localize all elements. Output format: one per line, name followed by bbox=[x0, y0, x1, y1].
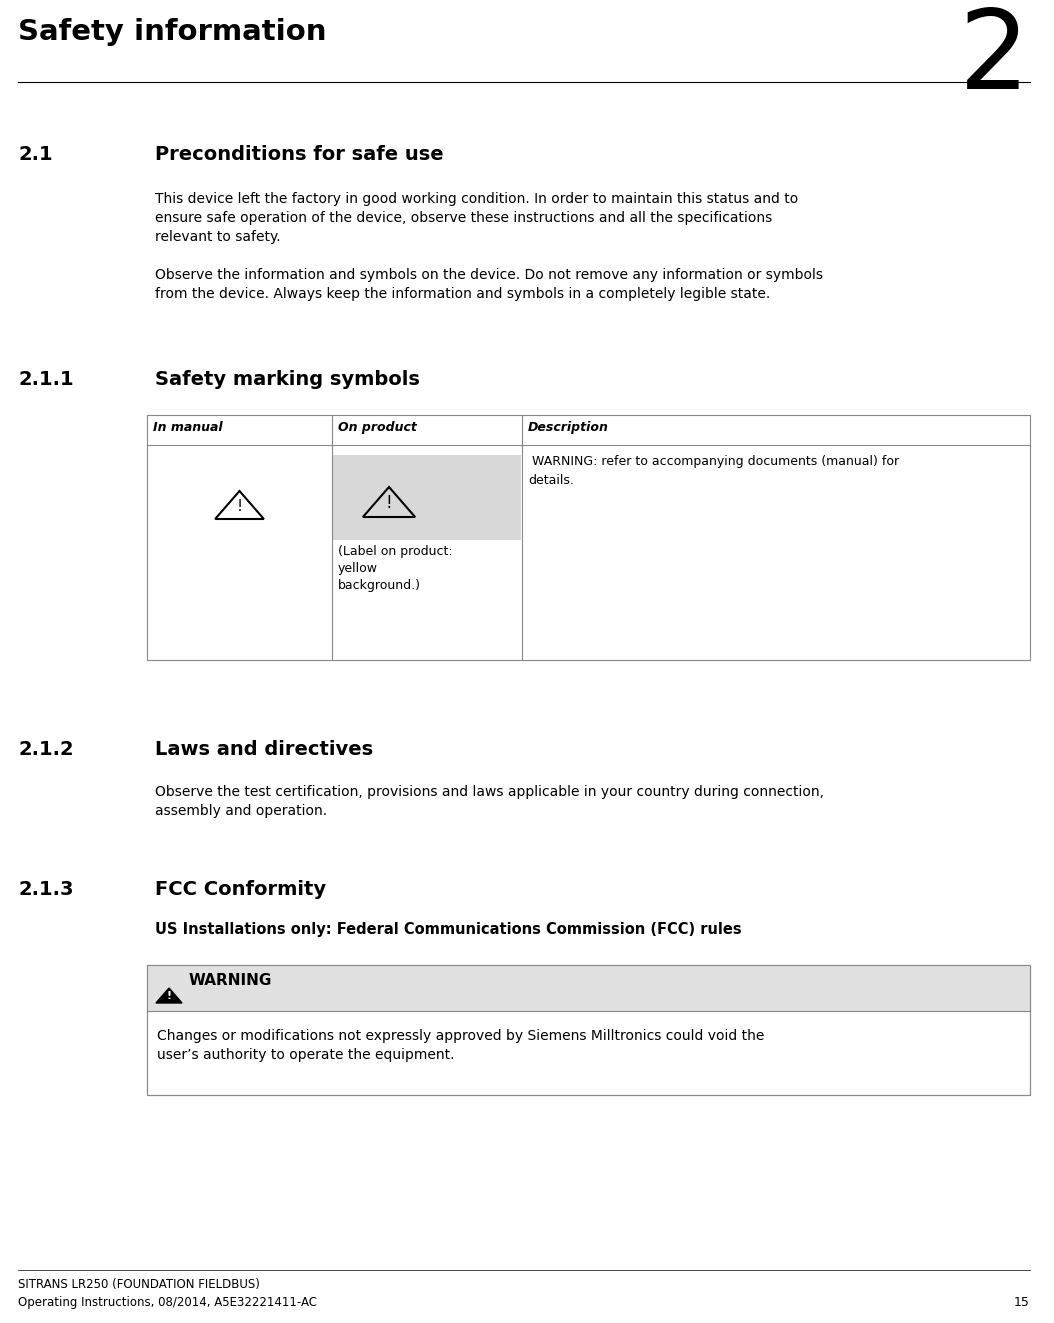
Text: user’s authority to operate the equipment.: user’s authority to operate the equipmen… bbox=[157, 1048, 454, 1062]
Text: 2.1.1: 2.1.1 bbox=[18, 370, 74, 389]
Text: Safety marking symbols: Safety marking symbols bbox=[155, 370, 419, 389]
Text: Preconditions for safe use: Preconditions for safe use bbox=[155, 146, 444, 164]
Text: Observe the information and symbols on the device. Do not remove any information: Observe the information and symbols on t… bbox=[155, 269, 823, 282]
Polygon shape bbox=[156, 988, 182, 1003]
Text: Safety information: Safety information bbox=[18, 19, 327, 46]
Text: relevant to safety.: relevant to safety. bbox=[155, 230, 280, 243]
Text: In manual: In manual bbox=[153, 421, 222, 434]
Bar bbox=[147, 415, 1030, 660]
Text: !: ! bbox=[236, 499, 242, 513]
Bar bbox=[333, 455, 521, 540]
Text: Changes or modifications not expressly approved by Siemens Milltronics could voi: Changes or modifications not expressly a… bbox=[157, 1029, 764, 1043]
Text: ensure safe operation of the device, observe these instructions and all the spec: ensure safe operation of the device, obs… bbox=[155, 210, 773, 225]
Text: 2.1.2: 2.1.2 bbox=[18, 740, 74, 759]
Text: from the device. Always keep the information and symbols in a completely legible: from the device. Always keep the informa… bbox=[155, 287, 770, 302]
Text: Observe the test certification, provisions and laws applicable in your country d: Observe the test certification, provisio… bbox=[155, 785, 824, 799]
Bar bbox=[147, 964, 1030, 1011]
Text: background.): background.) bbox=[338, 579, 421, 591]
Text: Operating Instructions, 08/2014, A5E32221411-AC: Operating Instructions, 08/2014, A5E3222… bbox=[18, 1297, 317, 1308]
Text: Description: Description bbox=[528, 421, 609, 434]
Text: !: ! bbox=[167, 991, 172, 1002]
Text: On product: On product bbox=[338, 421, 417, 434]
Bar bbox=[147, 964, 1030, 1095]
Text: FCC Conformity: FCC Conformity bbox=[155, 880, 326, 900]
Text: 15: 15 bbox=[1014, 1297, 1030, 1308]
Text: SITRANS LR250 (FOUNDATION FIELDBUS): SITRANS LR250 (FOUNDATION FIELDBUS) bbox=[18, 1278, 260, 1291]
Polygon shape bbox=[363, 487, 415, 517]
Text: details.: details. bbox=[528, 474, 573, 487]
Text: 2.1.3: 2.1.3 bbox=[18, 880, 74, 900]
Text: assembly and operation.: assembly and operation. bbox=[155, 804, 327, 818]
Bar bbox=[147, 964, 1030, 1095]
Text: Laws and directives: Laws and directives bbox=[155, 740, 373, 759]
Text: 2.1: 2.1 bbox=[18, 146, 53, 164]
Text: WARNING: refer to accompanying documents (manual) for: WARNING: refer to accompanying documents… bbox=[528, 455, 899, 468]
Text: This device left the factory in good working condition. In order to maintain thi: This device left the factory in good wor… bbox=[155, 192, 798, 206]
Text: (Label on product:: (Label on product: bbox=[338, 545, 452, 558]
Text: !: ! bbox=[386, 495, 392, 512]
Text: 2: 2 bbox=[959, 5, 1030, 112]
Text: US Installations only: Federal Communications Commission (FCC) rules: US Installations only: Federal Communica… bbox=[155, 922, 742, 937]
Text: yellow: yellow bbox=[338, 562, 378, 576]
Text: WARNING: WARNING bbox=[189, 972, 272, 988]
